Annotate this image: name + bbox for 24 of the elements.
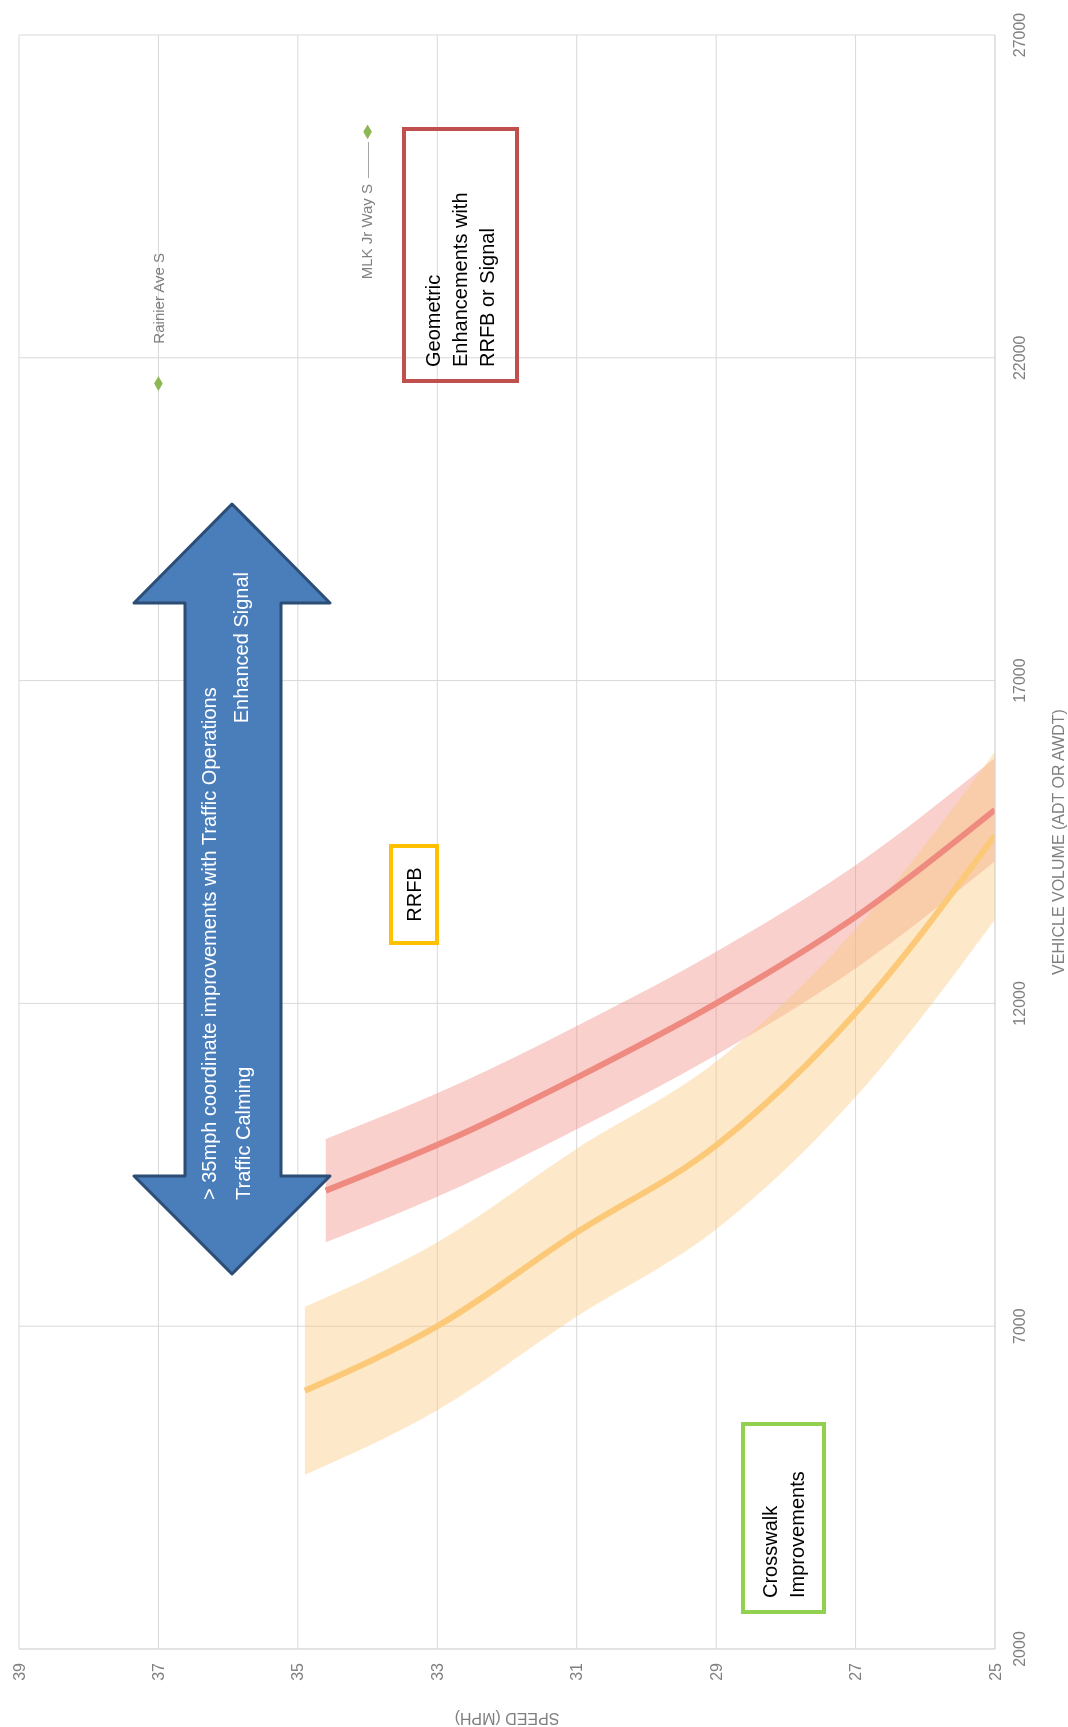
y-tick-label: 7000 (1010, 1308, 1028, 1344)
annotation: MLK Jr Way S (358, 184, 376, 280)
x-tick-label: 37 (150, 1662, 168, 1681)
y-tick-label: 27000 (1010, 12, 1028, 58)
y-axis-title: VEHICLE VOLUME (ADT OR AWDT) (1049, 709, 1067, 975)
x-tick-label: 25 (986, 1662, 1004, 1681)
annotation: Rainier Ave S (149, 253, 167, 344)
annotation: Traffic Calming (231, 1066, 255, 1200)
y-tick-label: 22000 (1010, 335, 1028, 381)
x-tick-label: 35 (289, 1662, 307, 1681)
x-tick-label: 39 (10, 1662, 28, 1681)
x-tick-label: 29 (707, 1662, 725, 1681)
y-tick-label: 2000 (1010, 1631, 1028, 1667)
y-tick-label: 12000 (1010, 981, 1028, 1026)
x-axis-title: SPEED (MPH) (454, 1710, 560, 1727)
annotation: Enhanced Signal (229, 572, 253, 724)
annotation: Crosswalk Improvements (757, 1470, 809, 1598)
annotation: Geometric Enhancements with RRFB or Signal (421, 191, 499, 367)
y-tick-label: 17000 (1010, 658, 1028, 703)
x-tick-label: 27 (847, 1662, 865, 1681)
x-tick-label: 33 (428, 1662, 446, 1681)
x-tick-label: 31 (568, 1662, 586, 1681)
annotation: > 35mph coordinate improvements with Traffic Operations (197, 687, 221, 1200)
annotation: RRFB (401, 867, 426, 922)
